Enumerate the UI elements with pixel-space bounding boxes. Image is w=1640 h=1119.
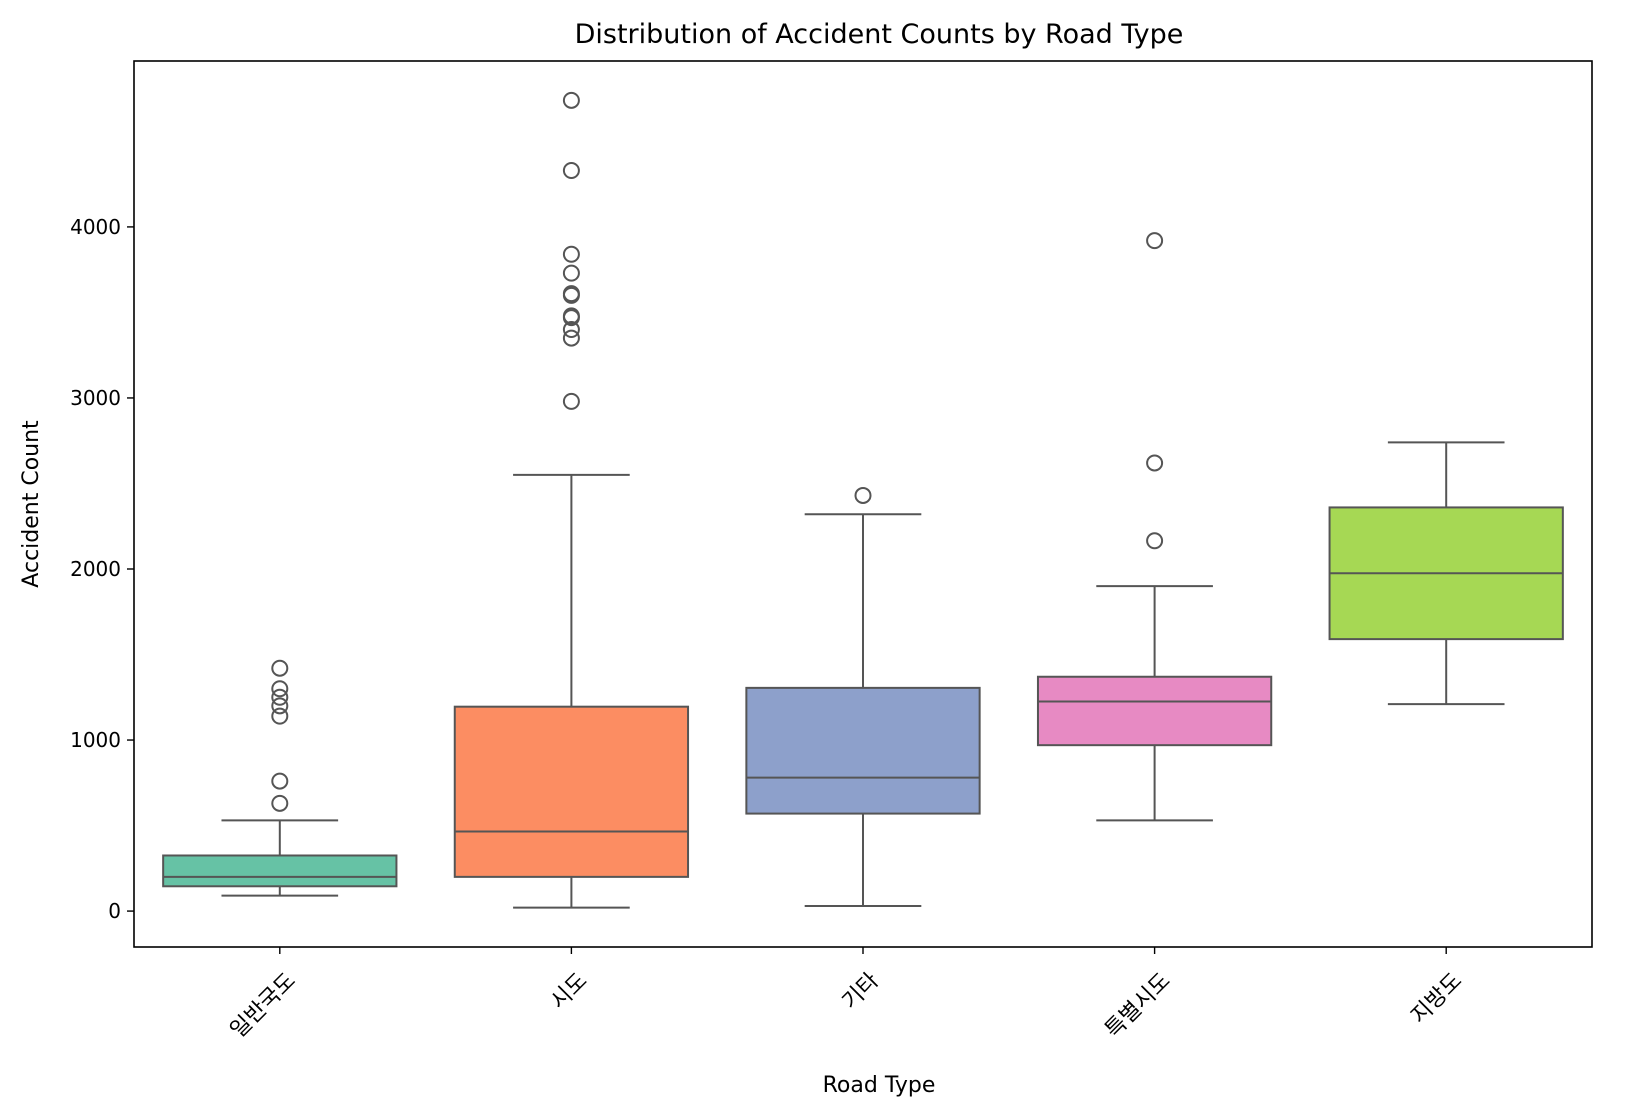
y-tick-label: 3000: [70, 386, 121, 410]
outlier-point: [562, 161, 580, 179]
outlier-point: [271, 772, 289, 790]
x-tick-label: 기타: [838, 968, 884, 1014]
outlier-point: [562, 91, 580, 109]
y-tick-label: 2000: [70, 557, 121, 581]
x-tick-label: 특별시도: [1101, 968, 1176, 1043]
outlier-point: [854, 486, 872, 504]
outlier-point: [1146, 232, 1164, 250]
y-axis-label: Accident Count: [19, 420, 44, 588]
outlier-point: [562, 264, 580, 282]
chart-title: Distribution of Accident Counts by Road …: [575, 19, 1184, 50]
outlier-point: [271, 680, 289, 698]
y-tick-label: 4000: [70, 215, 121, 239]
outlier-point: [562, 285, 580, 303]
x-tick-label: 지방도: [1407, 968, 1468, 1029]
x-axis-label: Road Type: [823, 1073, 936, 1098]
box-body: [1036, 675, 1273, 747]
outlier-point: [271, 688, 289, 706]
box-body: [453, 705, 690, 878]
box-body: [745, 686, 981, 815]
plot-area: 0 1000 2000 3000 4000 일반국도 시도 기타 특별시도 지방도: [70, 91, 1564, 1043]
outlier-point: [271, 697, 289, 715]
outlier-point: [1146, 454, 1164, 472]
outlier-point: [562, 321, 580, 339]
y-tick-label: 0: [108, 899, 121, 923]
x-tick-label: 일반국도: [226, 968, 301, 1043]
outlier-point: [271, 659, 289, 677]
outlier-point: [1146, 532, 1164, 550]
outlier-point: [562, 307, 580, 325]
box-body: [162, 854, 398, 888]
outlier-point: [271, 707, 289, 725]
x-tick-label: 시도: [546, 968, 592, 1014]
y-tick-label: 1000: [70, 728, 121, 752]
outlier-point: [271, 794, 289, 812]
plot-frame: [133, 60, 1593, 948]
outlier-point: [562, 329, 580, 347]
outlier-point: [562, 245, 580, 263]
outlier-point: [562, 392, 580, 410]
